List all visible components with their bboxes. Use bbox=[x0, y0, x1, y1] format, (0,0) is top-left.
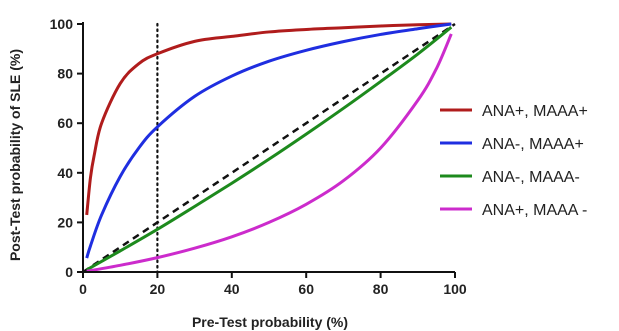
legend-label-3: ANA-, MAAA- bbox=[482, 169, 580, 186]
y-tick-label: 20 bbox=[57, 214, 73, 230]
legend-label-1: ANA+, MAAA+ bbox=[482, 103, 588, 120]
x-tick-label: 40 bbox=[224, 281, 240, 297]
x-axis-title: Pre-Test probability (%) bbox=[192, 314, 348, 330]
series-line-3 bbox=[85, 26, 453, 272]
series-line-4 bbox=[86, 33, 453, 273]
x-tick-label: 20 bbox=[150, 281, 166, 297]
y-tick-label: 0 bbox=[65, 264, 73, 280]
legend-label-2: ANA-, MAAA+ bbox=[482, 136, 584, 153]
series-line-2 bbox=[85, 22, 452, 259]
y-tick-label: 40 bbox=[57, 165, 73, 181]
y-tick-label: 80 bbox=[57, 66, 73, 82]
y-tick-label: 60 bbox=[57, 115, 73, 131]
plot-area bbox=[82, 22, 456, 274]
axes: 0 20 40 60 80 100 0 20 40 60 80 100 bbox=[50, 16, 467, 297]
legend: ANA+, MAAA+ ANA-, MAAA+ ANA-, MAAA- ANA+, M… bbox=[440, 103, 588, 219]
series-line-1 bbox=[85, 22, 452, 216]
reference-line-identity bbox=[82, 22, 456, 274]
legend-label-4: ANA+, MAAA - bbox=[482, 202, 587, 219]
x-tick-label: 100 bbox=[443, 281, 467, 297]
y-tick-label: 100 bbox=[50, 16, 74, 32]
x-tick-label: 0 bbox=[79, 281, 87, 297]
x-tick-label: 60 bbox=[298, 281, 314, 297]
y-axis-title: Post-Test probability of SLE (%) bbox=[7, 49, 23, 261]
x-tick-label: 80 bbox=[373, 281, 389, 297]
